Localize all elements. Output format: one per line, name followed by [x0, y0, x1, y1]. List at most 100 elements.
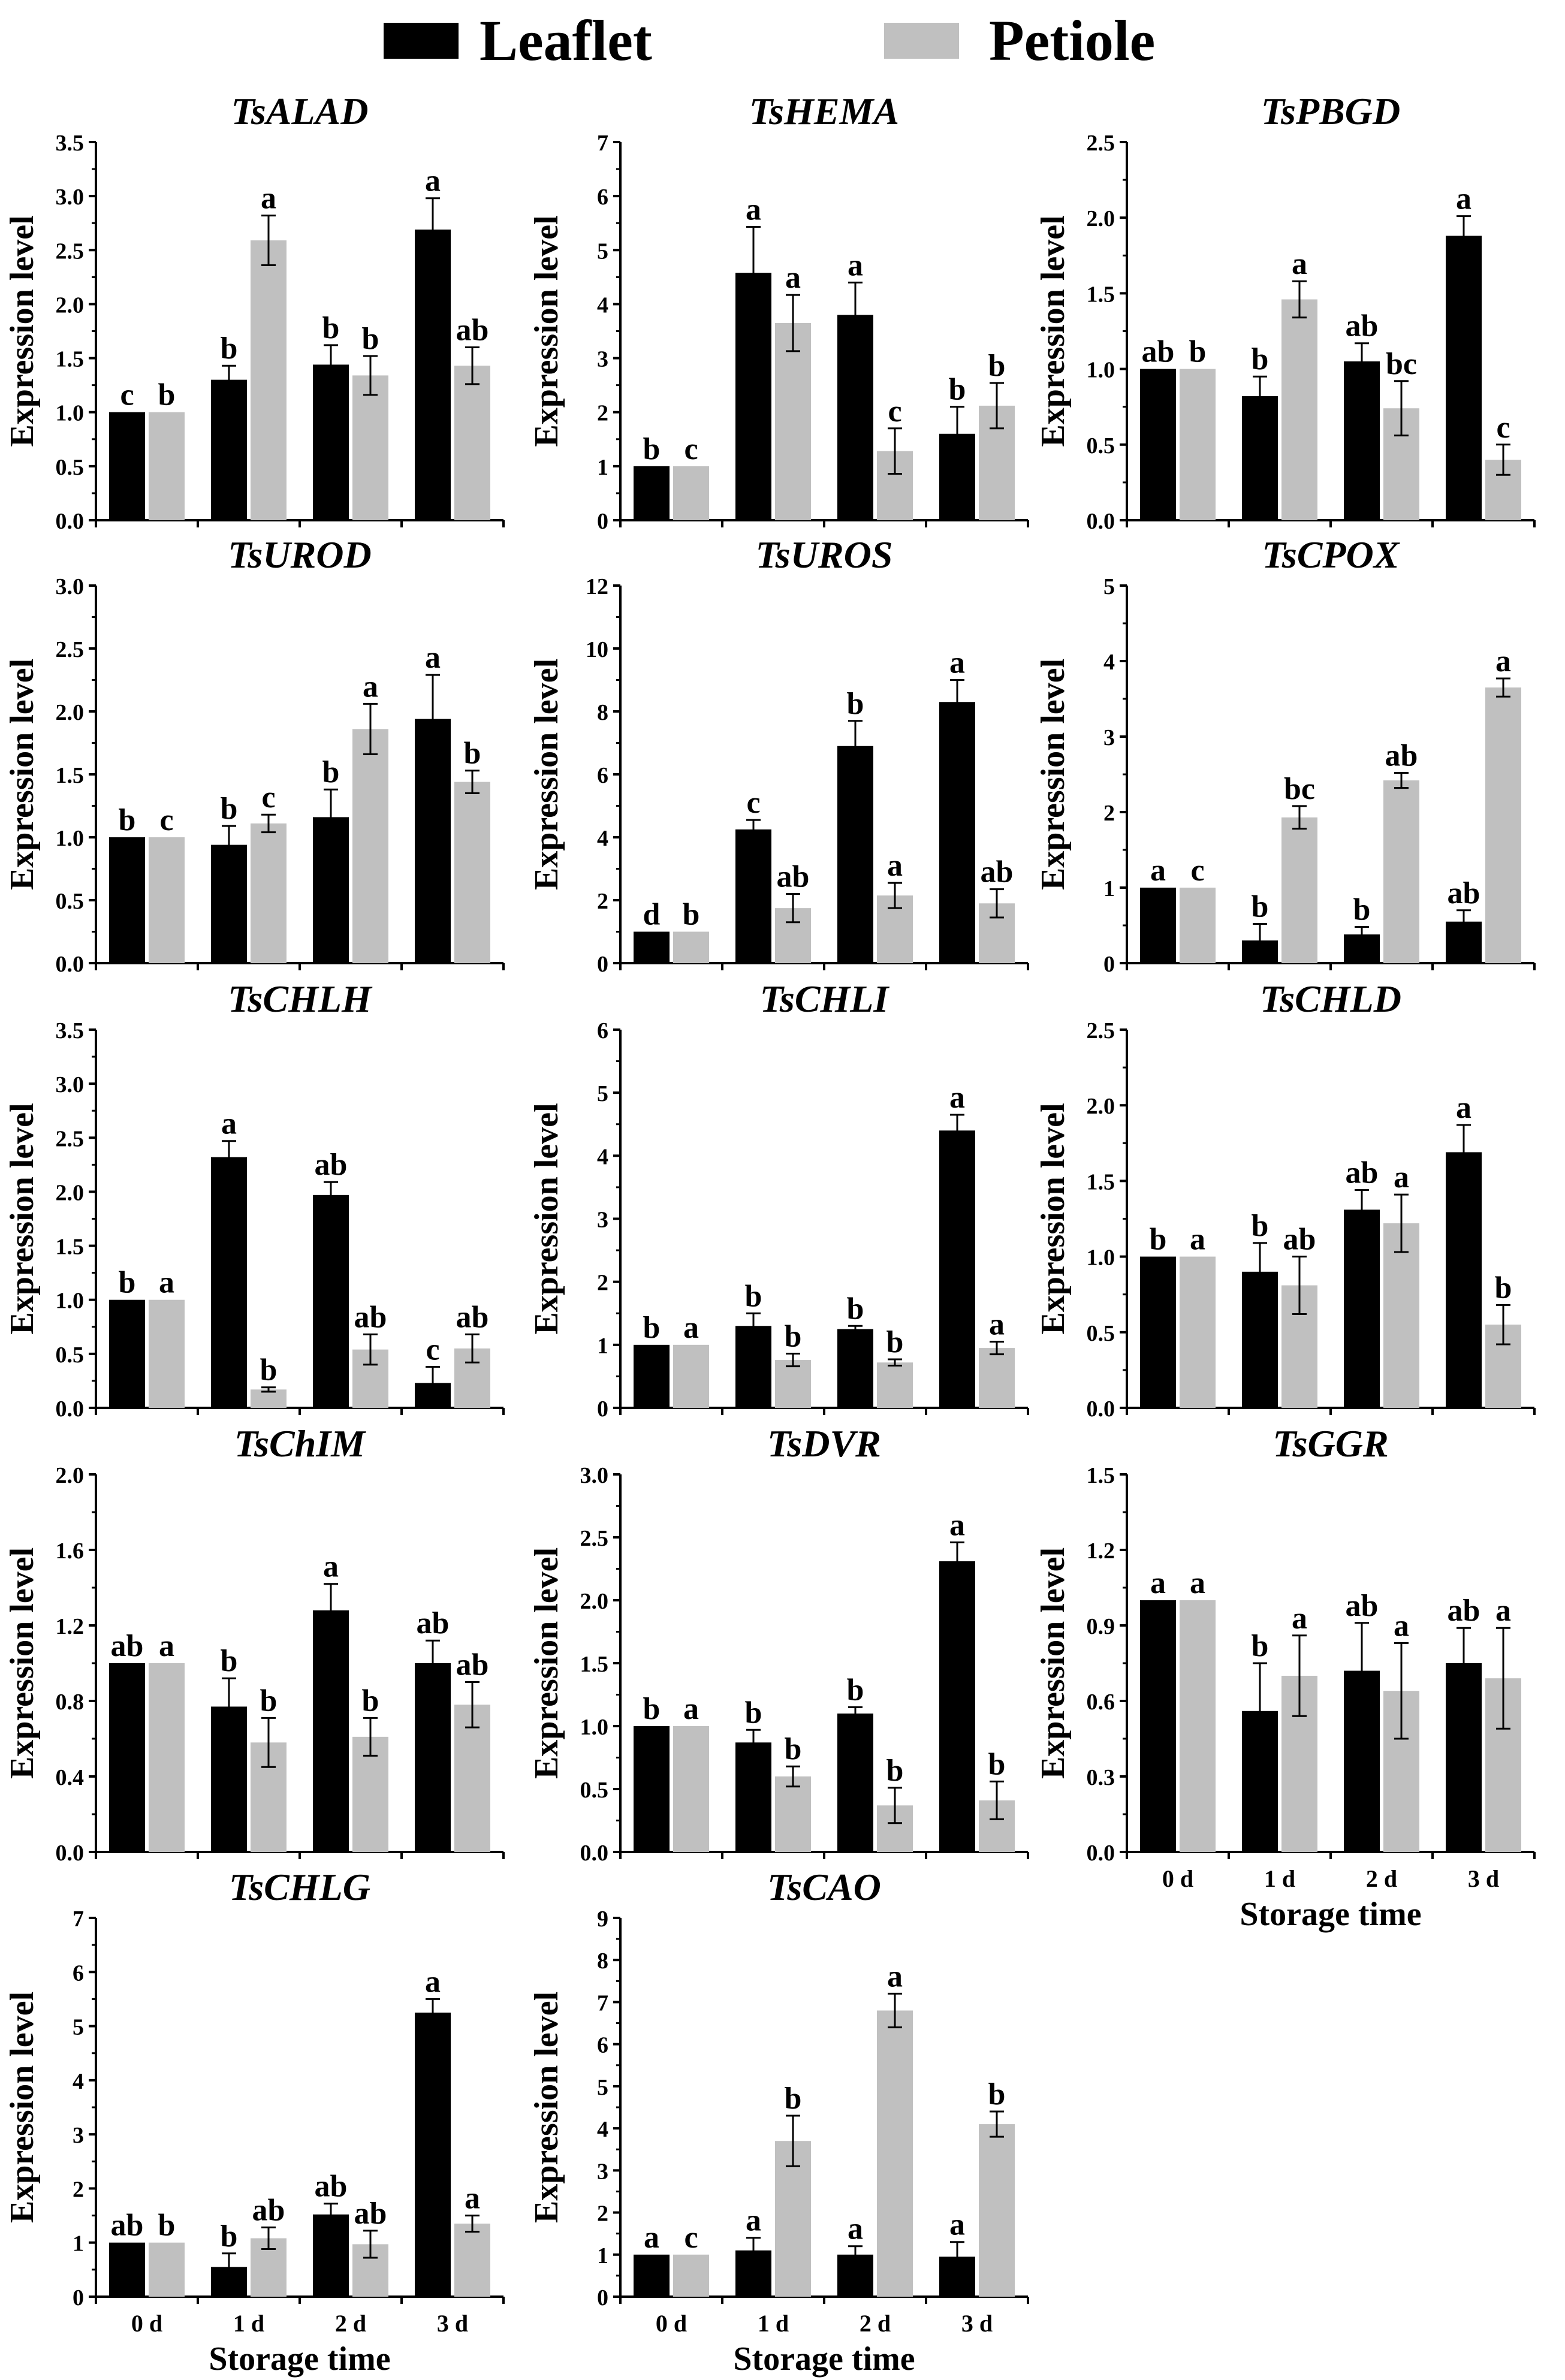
y-tick-label: 0.5	[580, 1778, 609, 1803]
bar-petiole-0-d	[1180, 369, 1216, 520]
y-axis-label: Expression level	[4, 1992, 41, 2223]
y-tick-label: 0	[597, 1396, 608, 1422]
y-axis-label: Expression level	[528, 1548, 565, 1779]
y-tick-label: 8	[597, 1948, 608, 1974]
chart-title: TsCHLH	[228, 978, 373, 1020]
y-tick-label: 9	[597, 1907, 608, 1932]
bar-leaflet-2-d	[1344, 361, 1380, 520]
y-tick-label: 1.5	[1087, 282, 1115, 307]
significance-letter: a	[221, 1107, 237, 1141]
y-tick-label: 1	[1103, 876, 1115, 901]
bar-petiole-0-d	[149, 837, 185, 963]
bar-petiole-3-d	[454, 782, 490, 963]
y-tick-label: 2	[597, 889, 608, 914]
y-tick-label: 4	[597, 2117, 608, 2142]
chart-title: TsPBGD	[1261, 90, 1400, 132]
y-tick-label: 6	[597, 1018, 608, 1043]
significance-letter: a	[887, 849, 903, 883]
y-tick-label: 2.5	[56, 637, 85, 662]
significance-letter: ab	[354, 2197, 387, 2231]
bar-petiole-0-d	[673, 2254, 709, 2297]
x-tick-label: 0 d	[131, 2310, 162, 2337]
y-tick-label: 6	[597, 2033, 608, 2058]
significance-letter: c	[120, 378, 134, 412]
bar-leaflet-3-d	[939, 1130, 975, 1408]
y-tick-label: 3	[597, 347, 608, 372]
significance-letter: ab	[315, 2170, 348, 2204]
y-tick-label: 7	[597, 1990, 608, 2016]
significance-letter: b	[847, 1673, 864, 1708]
significance-letter: b	[847, 1292, 864, 1326]
legend-swatch-petiole	[884, 23, 959, 59]
y-tick-label: 12	[586, 574, 608, 599]
chart-panels: TsALAD Expression level 0.0 0.5 1.0 1.5 2.0 2.5…	[4, 90, 1536, 2378]
y-axis-label: Expression level	[528, 1103, 565, 1334]
y-tick-label: 5	[597, 239, 608, 264]
significance-letter: a	[1394, 1160, 1409, 1194]
significance-letter: b	[221, 2219, 238, 2254]
y-tick-label: 1.5	[56, 347, 85, 372]
y-axis-label: Expression level	[4, 1103, 41, 1334]
y-tick-label: 0.5	[56, 455, 85, 480]
significance-letter: ab	[417, 1606, 450, 1640]
significance-letter: a	[848, 248, 863, 282]
bar-leaflet-0-d	[634, 2254, 670, 2297]
y-tick-label: 0.0	[1087, 1396, 1115, 1422]
y-tick-label: 2.0	[580, 1589, 609, 1614]
significance-letter: a	[746, 193, 761, 227]
bar-petiole-2-d	[877, 2010, 913, 2297]
bar-leaflet-3-d	[939, 702, 975, 963]
y-tick-label: 5	[597, 2075, 608, 2100]
significance-letter: a	[1495, 644, 1511, 678]
significance-letter: c	[684, 2221, 698, 2255]
significance-letter: c	[426, 1332, 439, 1367]
bar-leaflet-0-d	[1140, 369, 1176, 520]
significance-letter: b	[221, 792, 238, 826]
significance-letter: ab	[354, 1300, 387, 1334]
significance-letter: a	[465, 2182, 480, 2216]
y-tick-label: 0.8	[56, 1690, 85, 1715]
significance-letter: b	[322, 755, 340, 789]
x-axis-label: Storage time	[1240, 1896, 1421, 1933]
chart-tschlh: TsCHLH Expression level 0.0 0.5 1.0 1.5 2.0 2.5…	[4, 978, 505, 1422]
significance-letter: ab	[1448, 1594, 1480, 1628]
significance-letter: b	[886, 1325, 904, 1359]
significance-letter: a	[949, 1081, 965, 1115]
bar-petiole-1-d	[1281, 299, 1317, 520]
significance-letter: b	[745, 1279, 762, 1313]
significance-letter: bc	[1284, 772, 1315, 806]
significance-letter: a	[949, 2208, 965, 2242]
bar-petiole-3-d	[979, 2124, 1015, 2297]
significance-letter: a	[848, 2212, 863, 2246]
significance-letter: b	[1495, 1271, 1512, 1305]
significance-letter: b	[119, 1266, 136, 1300]
y-tick-label: 10	[586, 637, 608, 662]
significance-letter: b	[949, 373, 966, 407]
bar-leaflet-2-d	[313, 2214, 349, 2297]
y-tick-label: 1.5	[56, 1235, 85, 1260]
y-tick-label: 2	[1103, 801, 1115, 826]
bar-petiole-0-d	[673, 931, 709, 963]
legend-label-petiole: Petiole	[989, 8, 1155, 73]
significance-letter: a	[1190, 1566, 1205, 1600]
significance-letter: a	[1150, 1566, 1166, 1600]
chart-tschld: TsCHLD Expression level 0.0 0.5 1.0 1.5 2.0 2.5…	[1035, 978, 1536, 1422]
y-tick-label: 1.2	[1087, 1539, 1115, 1564]
y-tick-label: 0.4	[56, 1765, 85, 1790]
significance-letter: a	[746, 2204, 761, 2238]
significance-letter: b	[683, 898, 700, 932]
bar-petiole-1-d	[251, 240, 287, 520]
bar-petiole-2-d	[352, 729, 388, 963]
significance-letter: ab	[456, 1648, 489, 1682]
bar-leaflet-2-d	[313, 1194, 349, 1408]
y-tick-label: 1.0	[56, 826, 85, 851]
y-tick-label: 2.5	[56, 239, 85, 264]
y-tick-label: 6	[597, 185, 608, 210]
y-tick-label: 2.5	[580, 1526, 609, 1551]
x-tick-label: 2 d	[1366, 1865, 1397, 1892]
chart-tsggr: TsGGR Expression level 0.0 0.3 0.6 0.9 1.2 1.5 a…	[1035, 1422, 1536, 1933]
y-tick-label: 0	[597, 2285, 608, 2310]
